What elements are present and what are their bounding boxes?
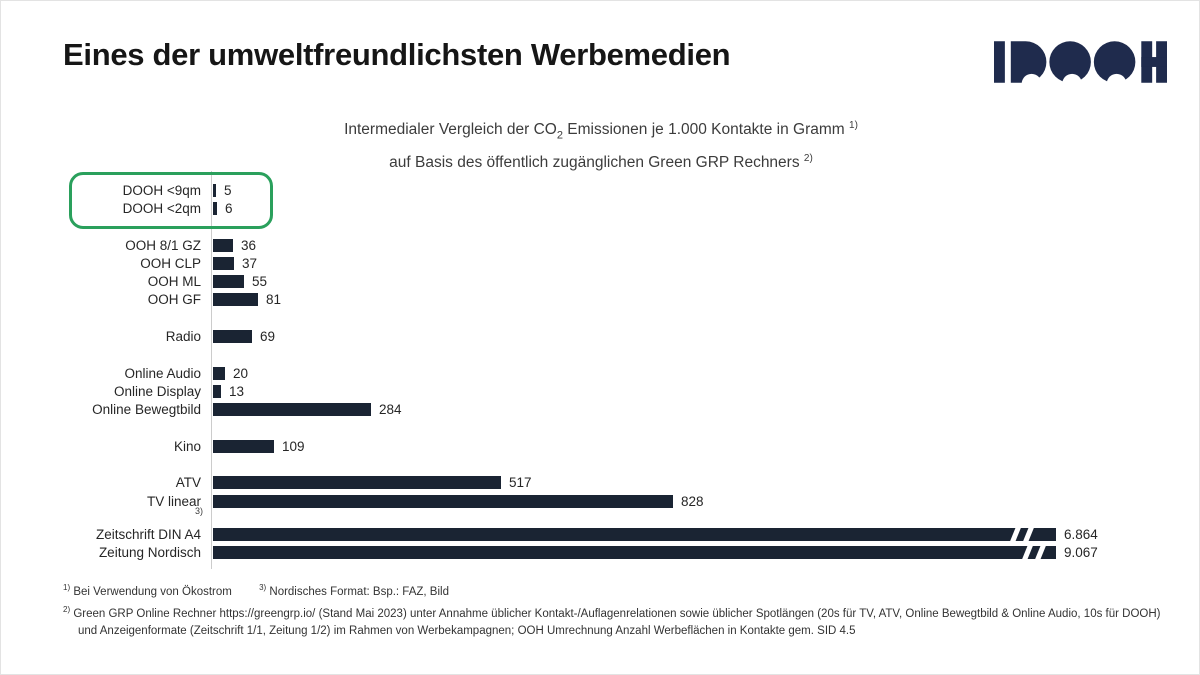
row-label: DOOH <2qm [122, 200, 201, 216]
page-title: Eines der umweltfreundlichsten Werbemedi… [63, 37, 731, 72]
bar [213, 293, 258, 307]
row-label: Radio [165, 329, 201, 345]
chart-row: Online Bewegtbild 284 [1, 401, 1098, 419]
row-label: Kino [173, 438, 201, 454]
bar-value: 6 [225, 200, 233, 216]
axis-break-mark [1034, 542, 1047, 564]
row-label: OOH CLP [140, 255, 201, 271]
footnotes: 1) Bei Verwendung von Ökostrom 3) Nordis… [63, 583, 1175, 641]
idooh-logo [994, 41, 1167, 87]
chart-row: TV linear 828 [1, 492, 1098, 510]
row-label: OOH 8/1 GZ [125, 237, 201, 253]
chart-row: OOH 8/1 GZ 36 [1, 236, 1098, 254]
bar [213, 384, 221, 398]
chart-row: Radio 69 [1, 327, 1098, 345]
footnote-ref-3: 3) [195, 506, 204, 516]
chart-row: DOOH <2qm 6 [1, 199, 1098, 217]
footnote-ref-2: 2) [803, 153, 813, 165]
row-label: Online Display [113, 383, 201, 399]
bar [213, 523, 1056, 546]
bar [213, 330, 252, 344]
axis-break-mark [1009, 523, 1022, 546]
bar-value: 828 [681, 493, 704, 509]
footnote-2: 2) Green GRP Online Rechner https://gree… [63, 604, 1161, 638]
bar [213, 256, 234, 270]
chart-title-line2: auf Basis des öffentlich zugänglichen Gr… [389, 153, 813, 172]
row-label: Online Audio [124, 365, 201, 381]
row-label: TV linear [146, 493, 201, 509]
bar-value: 517 [509, 475, 532, 491]
bar-value: 13 [229, 383, 245, 399]
chart-row: ATV 517 [1, 474, 1098, 492]
bar-value: 284 [379, 402, 402, 418]
chart-row: OOH CLP 37 [1, 254, 1098, 272]
bar-value: 5 [224, 182, 232, 198]
bar-value: 55 [252, 274, 268, 290]
bar-value: 81 [266, 292, 282, 308]
bar-value: 9.067 [1064, 545, 1098, 561]
bar-value: 36 [241, 237, 257, 253]
axis-break-mark [1021, 542, 1034, 564]
co2-subscript: 2 [556, 129, 563, 142]
row-label: OOH ML [147, 274, 201, 290]
bar-value: 69 [260, 329, 276, 345]
footnote-line-1: 1) Bei Verwendung von Ökostrom 3) Nordis… [63, 583, 1175, 598]
chart-row: Zeitung Nordisch 9.067 [1, 542, 1098, 564]
row-label: DOOH <9qm [122, 182, 201, 198]
chart-row: Kino 109 [1, 437, 1098, 455]
footnote-1: 1) Bei Verwendung von Ökostrom [63, 583, 232, 598]
axis-baseline [211, 171, 212, 569]
bar [213, 201, 217, 215]
chart-row: Zeitschrift DIN A4 6.864 [1, 523, 1098, 546]
row-label: Online Bewegtbild [92, 402, 201, 418]
bar [213, 476, 501, 490]
row-label: Zeitschrift DIN A4 [95, 526, 201, 542]
chart-row: OOH ML 55 [1, 272, 1098, 290]
chart-row: Online Audio 20 [1, 364, 1098, 382]
row-label: Zeitung Nordisch [98, 545, 201, 561]
bar-value: 20 [233, 365, 249, 381]
bar [213, 366, 225, 380]
bar-value: 109 [282, 438, 305, 454]
footnote-3: 3) Nordisches Format: Bsp.: FAZ, Bild [259, 583, 449, 598]
row-label: ATV [175, 475, 201, 491]
footnote-ref-1: 1) [849, 120, 858, 131]
row-label: OOH GF [147, 292, 201, 308]
chart-title: Intermedialer Vergleich der CO2 Emission… [31, 114, 1171, 174]
chart-row: DOOH <9qm 5 [1, 181, 1098, 199]
bar [213, 183, 216, 197]
bar-value: 37 [242, 255, 258, 271]
chart-row: Online Display 13 [1, 382, 1098, 400]
chart-rows: DOOH <9qm 5 DOOH <2qm 6 OOH 8/1 GZ 36 OOH CLP 3… [1, 181, 1098, 564]
bar [213, 238, 233, 252]
bar [213, 494, 673, 508]
bar [213, 275, 244, 289]
bar [213, 439, 274, 453]
bar [213, 403, 371, 417]
bar [213, 542, 1056, 564]
bar-value: 6.864 [1064, 526, 1098, 542]
chart-row: OOH GF 81 [1, 291, 1098, 309]
chart-title-line1: Intermedialer Vergleich der CO2 Emission… [344, 120, 858, 142]
